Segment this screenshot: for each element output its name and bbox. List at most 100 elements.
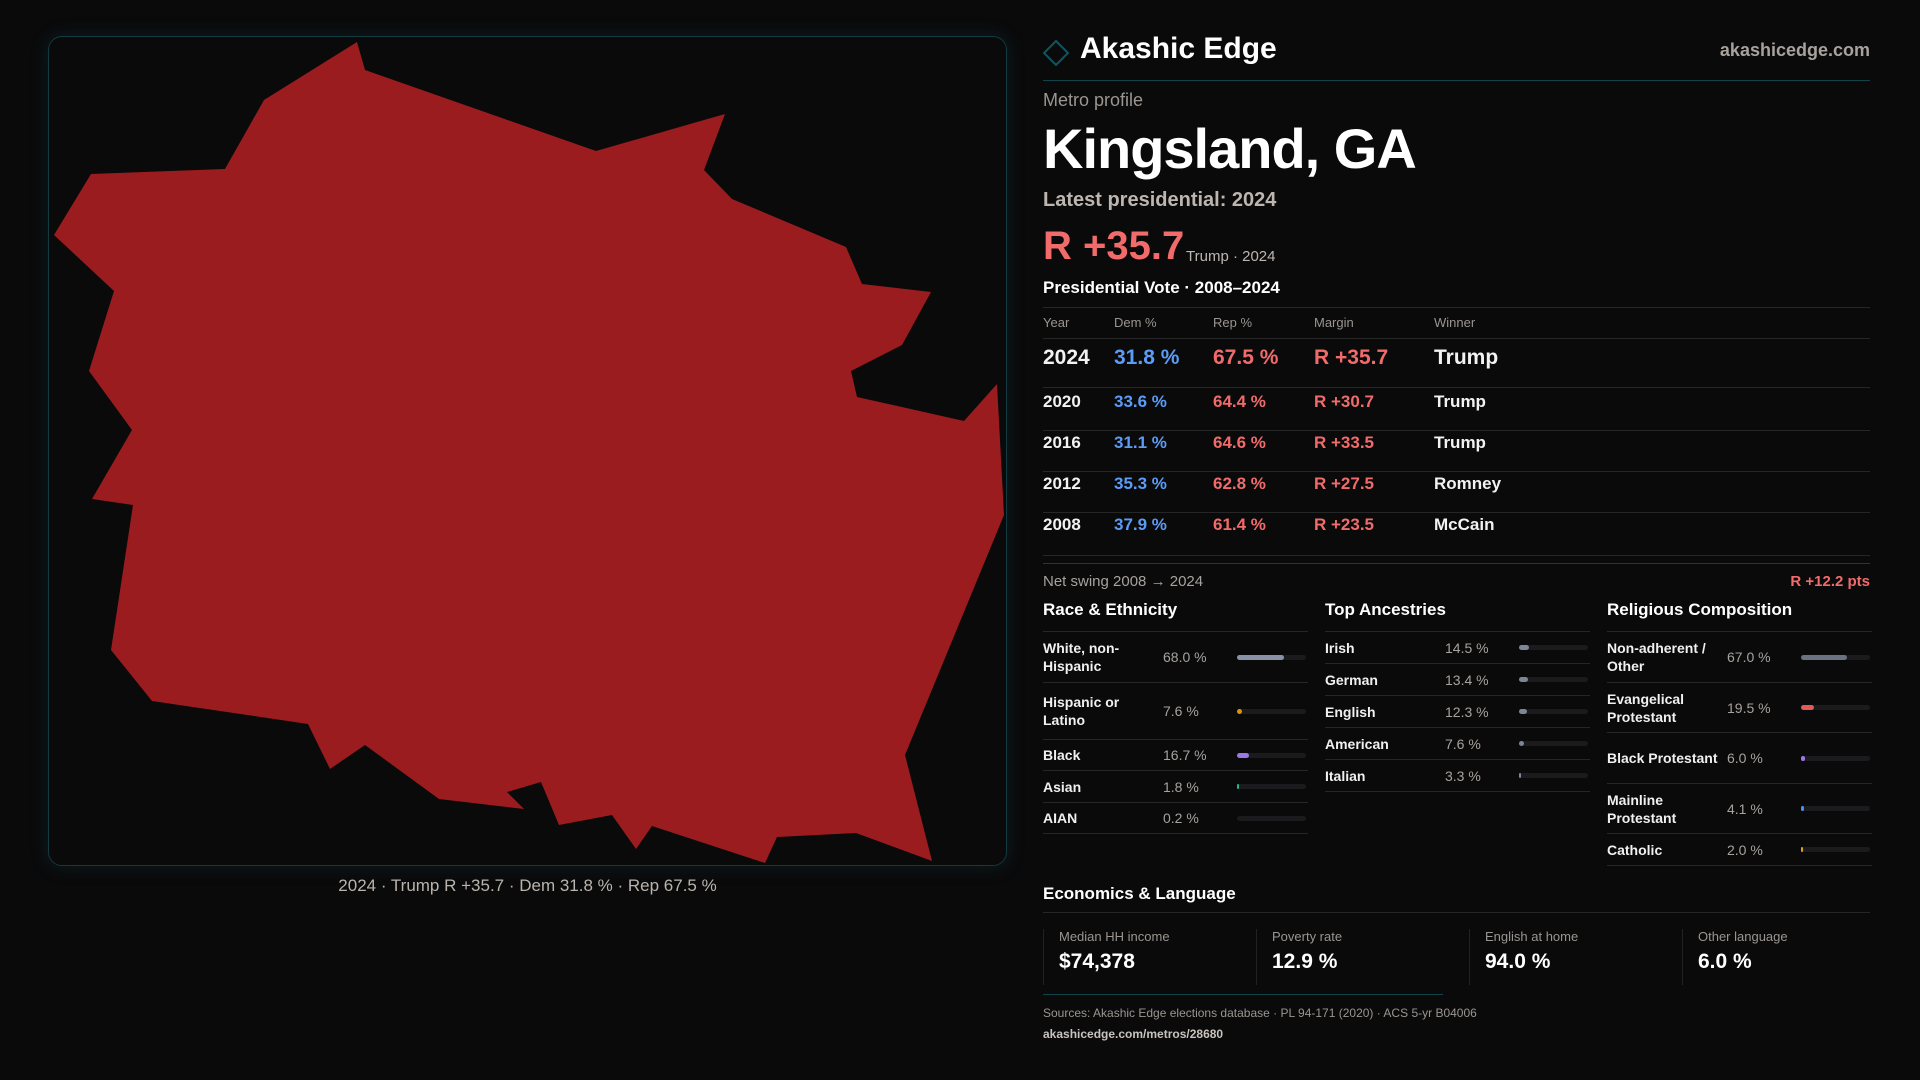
swing-value: R +12.2 pts: [1790, 573, 1870, 590]
item-bar: [1801, 705, 1870, 710]
item-bar: [1801, 806, 1870, 811]
item-bar-fill: [1519, 709, 1528, 714]
race-item: Asian 1.8 %: [1043, 771, 1308, 803]
item-label: English: [1325, 703, 1376, 720]
item-bar-fill: [1519, 677, 1529, 682]
map-panel: [48, 36, 1007, 866]
econ-stat: Other language 6.0 %: [1682, 929, 1895, 985]
ancestry-section: Top Ancestries Irish 14.5 % German 13.4 % Eng…: [1325, 600, 1590, 792]
item-bar: [1237, 708, 1306, 714]
item-bar-fill: [1237, 784, 1239, 789]
vote-cell-margin: R +30.7: [1314, 392, 1375, 411]
item-pct: 13.4 %: [1445, 671, 1489, 688]
item-label: Asian: [1043, 778, 1082, 795]
item-label: German: [1325, 671, 1378, 688]
vote-cell-dem: 35.3 %: [1114, 474, 1167, 493]
race-item: White, non-Hispanic 68.0 %: [1043, 632, 1308, 683]
religion-section: Religious Composition Non-adherent / Othe…: [1607, 600, 1872, 866]
item-label: Non-adherent / Other: [1607, 640, 1706, 674]
vote-cell-winner: McCain: [1434, 515, 1495, 534]
metro-map: [54, 42, 1004, 863]
item-pct: 7.6 %: [1445, 735, 1481, 752]
vote-cell-year: 2012: [1043, 474, 1081, 493]
ancestry-item: American 7.6 %: [1325, 728, 1590, 760]
item-bar: [1237, 654, 1306, 660]
item-bar: [1801, 847, 1870, 852]
religion-item: Non-adherent / Other 67.0 %: [1607, 632, 1872, 683]
metro-url[interactable]: akashicedge.com/metros/28680: [1043, 1027, 1224, 1041]
diamond-icon: [1043, 40, 1069, 66]
item-pct: 7.6 %: [1163, 703, 1199, 719]
religion-item: Evangelical Protestant 19.5 %: [1607, 683, 1872, 733]
item-bar-fill: [1801, 654, 1848, 660]
item-label: Evangelical Protestant: [1607, 690, 1685, 725]
item-label: Catholic: [1607, 841, 1663, 858]
religion-item: Catholic 2.0 %: [1607, 834, 1872, 866]
item-bar-fill: [1801, 847, 1803, 852]
item-bar-fill: [1801, 806, 1804, 811]
item-bar: [1801, 654, 1870, 660]
race-item: AIAN 0.2 %: [1043, 803, 1308, 834]
item-bar: [1237, 752, 1306, 758]
col-rep: Rep %: [1213, 315, 1253, 330]
vote-cell-rep: 62.8 %: [1213, 474, 1266, 493]
vote-title: Presidential Vote · 2008–2024: [1043, 278, 1280, 297]
vote-cell-winner: Trump: [1434, 346, 1499, 369]
item-label: Irish: [1325, 639, 1355, 656]
item-bar: [1519, 645, 1588, 650]
stat-label: Median HH income: [1059, 929, 1170, 944]
latest-margin: R +35.7: [1043, 224, 1185, 268]
stat-label: English at home: [1485, 929, 1579, 944]
item-pct: 6.0 %: [1727, 750, 1763, 766]
race-item: Black 16.7 %: [1043, 740, 1308, 771]
ancestry-item: Irish 14.5 %: [1325, 632, 1590, 664]
item-bar: [1519, 773, 1588, 778]
swing-label: Net swing 2008 → 2024: [1043, 573, 1204, 590]
vote-cell-margin: R +33.5: [1314, 433, 1375, 452]
item-pct: 3.3 %: [1445, 767, 1481, 784]
item-bar-fill: [1801, 755, 1806, 761]
item-bar: [1519, 709, 1588, 714]
econ-stat: Median HH income $74,378: [1043, 929, 1256, 985]
religion-item: Mainline Protestant 4.1 %: [1607, 784, 1872, 834]
race-section: Race & Ethnicity White, non-Hispanic 68.0 …: [1043, 600, 1308, 834]
vote-cell-margin: R +27.5: [1314, 474, 1375, 493]
vote-cell-margin: R +23.5: [1314, 515, 1375, 534]
ancestry-item: German 13.4 %: [1325, 664, 1590, 696]
stat-value: $74,378: [1059, 950, 1135, 973]
item-pct: 19.5 %: [1727, 699, 1771, 716]
item-bar-fill: [1519, 645, 1529, 650]
stat-value: 6.0 %: [1698, 950, 1752, 973]
metro-shape-rep[interactable]: [54, 42, 1004, 863]
sources: Sources: Akashic Edge elections database…: [1043, 1006, 1477, 1020]
item-label: Italian: [1325, 767, 1366, 784]
item-pct: 14.5 %: [1445, 639, 1489, 656]
race-title: Race & Ethnicity: [1043, 600, 1308, 632]
item-pct: 4.1 %: [1727, 800, 1763, 817]
vote-cell-winner: Trump: [1434, 392, 1486, 411]
vote-cell-rep: 61.4 %: [1213, 515, 1266, 534]
item-pct: 1.8 %: [1163, 778, 1199, 795]
item-label: Black: [1043, 747, 1081, 763]
page-title: Kingsland, GA: [1043, 117, 1417, 180]
item-bar-fill: [1237, 752, 1249, 758]
item-bar-fill: [1519, 773, 1522, 778]
stat-value: 94.0 %: [1485, 950, 1551, 973]
item-bar-fill: [1519, 741, 1525, 746]
item-bar: [1519, 741, 1588, 746]
ancestry-title: Top Ancestries: [1325, 600, 1590, 632]
item-pct: 12.3 %: [1445, 703, 1489, 720]
latest-winner: Trump · 2024: [1186, 248, 1276, 265]
item-pct: 16.7 %: [1163, 747, 1207, 763]
item-label: White, non-Hispanic: [1043, 640, 1120, 674]
item-label: American: [1325, 735, 1389, 752]
site-link[interactable]: akashicedge.com: [1719, 40, 1870, 60]
item-bar-fill: [1801, 705, 1815, 710]
ancestry-item: Italian 3.3 %: [1325, 760, 1590, 792]
vote-cell-margin: R +35.7: [1314, 346, 1389, 369]
col-winner: Winner: [1434, 315, 1476, 330]
religion-title: Religious Composition: [1607, 600, 1872, 632]
item-pct: 68.0 %: [1163, 649, 1207, 665]
vote-cell-dem: 37.9 %: [1114, 515, 1167, 534]
econ-stat: English at home 94.0 %: [1469, 929, 1682, 985]
